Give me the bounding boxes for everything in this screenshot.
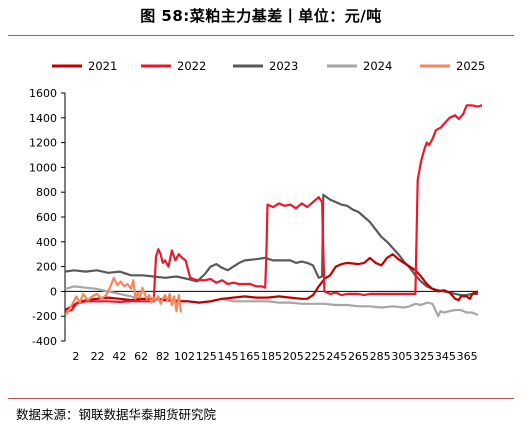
x-tick-label: 42 [112,350,126,363]
x-tick-label: 145 [218,350,239,363]
y-tick-label: 800 [36,186,57,199]
y-tick-label: -200 [32,310,57,323]
legend-label-2022: 2022 [177,59,206,73]
legend: 2021 2022 2023 2024 2025 [52,59,485,73]
x-tick-label: 345 [435,350,456,363]
x-tick-label: 305 [391,350,412,363]
series-line-2022 [65,104,482,314]
legend-label-2023: 2023 [269,59,298,73]
series-line-2023 [65,193,478,297]
x-tick-label: 225 [304,350,325,363]
y-tick-label: 1200 [29,137,57,150]
series-line-2025 [65,276,183,316]
x-tick-label: 165 [239,350,260,363]
y-tick-label: 1000 [29,161,57,174]
y-tick-label: -400 [32,335,57,348]
y-tick-label: 600 [36,211,57,224]
x-tick-label: 102 [174,350,195,363]
x-tick-label: 365 [457,350,478,363]
x-tick-label: 285 [370,350,391,363]
x-tick-label: 62 [134,350,148,363]
x-tick-label: 22 [91,350,105,363]
x-tick-label: 2 [72,350,79,363]
y-tick-label: 400 [36,236,57,249]
x-tick-label: 205 [283,350,304,363]
x-tick-label: 125 [196,350,217,363]
y-tick-label: 200 [36,261,57,274]
x-tick-label: 82 [156,350,170,363]
footer-rule [8,398,514,399]
legend-label-2024: 2024 [363,59,392,73]
plot-area [65,104,482,318]
x-tick-label: 265 [348,350,369,363]
x-tick-label: 185 [261,350,282,363]
data-source: 数据来源：钢联数据华泰期货研究院 [16,407,217,422]
chart-title: 图 58:菜粕主力基差丨单位：元/吨 [140,7,382,25]
y-tick-label: 0 [50,285,57,298]
title-rule [8,35,514,36]
x-tick-label: 245 [326,350,347,363]
legend-label-2025: 2025 [456,59,485,73]
x-tick-label: 325 [413,350,434,363]
legend-label-2021: 2021 [88,59,117,73]
y-tick-label: 1600 [29,87,57,100]
y-tick-label: 1400 [29,112,57,125]
